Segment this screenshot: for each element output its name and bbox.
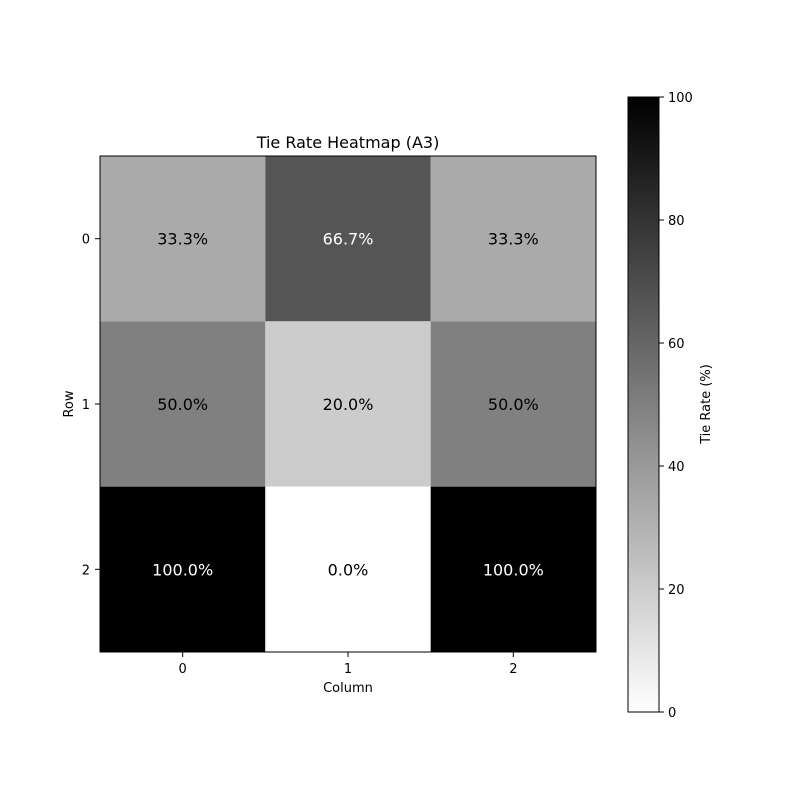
heatmap-cell-r2-c1 <box>265 486 431 652</box>
heatmap-cells <box>100 156 596 652</box>
heatmap-cell-r1-c0 <box>100 321 266 487</box>
y-axis: 0 1 2 <box>82 233 100 578</box>
x-axis-label: Column <box>323 681 373 696</box>
colorbar-tick-label-0: 0 <box>668 706 676 721</box>
x-tick-label-0: 0 <box>179 662 187 677</box>
colorbar-tick-label-2: 40 <box>668 460 685 475</box>
y-tick-label-2: 2 <box>82 563 90 578</box>
colorbar-tick-label-3: 60 <box>668 337 685 352</box>
cell-value-label-r2-c2: 100.0% <box>483 560 544 579</box>
heatmap-cell-r2-c2 <box>430 486 596 652</box>
heatmap-cell-r2-c0 <box>100 486 266 652</box>
cell-value-label-r0-c0: 33.3% <box>157 230 208 249</box>
colorbar-ticks: 0 20 40 60 80 100 <box>659 91 693 721</box>
chart-title: Tie Rate Heatmap (A3) <box>256 133 440 152</box>
cell-value-label-r1-c1: 20.0% <box>323 395 374 414</box>
heatmap-cell-r1-c1 <box>265 321 431 487</box>
cell-value-label-r1-c0: 50.0% <box>157 395 208 414</box>
colorbar-tick-label-4: 80 <box>668 214 685 229</box>
x-tick-label-1: 1 <box>344 662 352 677</box>
heatmap-cell-r0-c2 <box>430 156 596 322</box>
heatmap-cell-r0-c0 <box>100 156 266 322</box>
x-axis: 0 1 2 <box>179 652 517 677</box>
y-axis-label: Row <box>62 390 77 417</box>
heatmap-cell-labels: 33.3% 66.7% 33.3% 50.0% 20.0% 50.0% 100.0% 0.0%… <box>152 230 544 580</box>
colorbar-tick-label-1: 20 <box>668 583 685 598</box>
heatmap-cell-r1-c2 <box>430 321 596 487</box>
x-tick-label-2: 2 <box>509 662 517 677</box>
y-tick-label-0: 0 <box>82 233 90 248</box>
cell-value-label-r0-c1: 66.7% <box>323 230 374 249</box>
heatmap-cell-r0-c1 <box>265 156 431 322</box>
cell-value-label-r2-c0: 100.0% <box>152 560 213 579</box>
cell-value-label-r0-c2: 33.3% <box>488 230 539 249</box>
y-tick-label-1: 1 <box>82 398 90 413</box>
colorbar-label: Tie Rate (%) <box>699 364 714 445</box>
colorbar <box>627 96 660 713</box>
colorbar-tick-label-5: 100 <box>668 91 693 106</box>
cell-value-label-r2-c1: 0.0% <box>328 560 369 579</box>
cell-value-label-r1-c2: 50.0% <box>488 395 539 414</box>
